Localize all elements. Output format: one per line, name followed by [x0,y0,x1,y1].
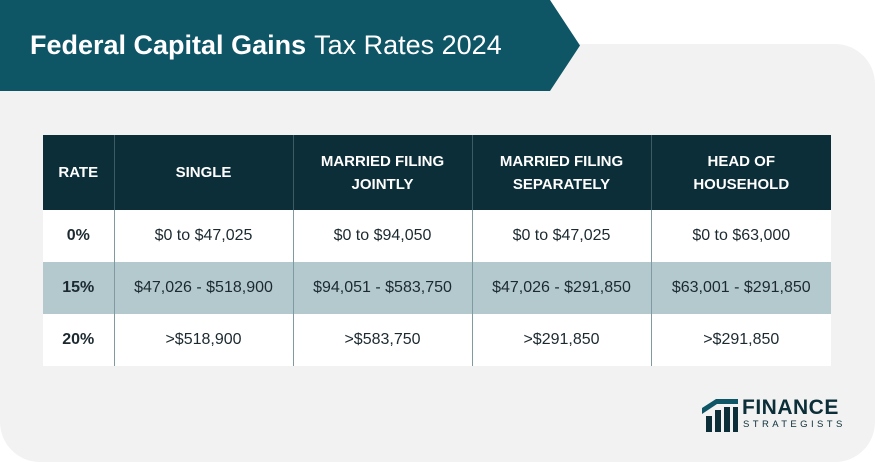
table-cell: $94,051 - $583,750 [292,262,472,314]
table-cell: $0 to $63,000 [650,210,831,262]
rate-cell: 20% [43,314,114,366]
header-head-of-household: HEAD OF HOUSEHOLD [650,135,831,210]
table-row: 15% $47,026 - $518,900 $94,051 - $583,75… [43,262,831,314]
table-row: 0% $0 to $47,025 $0 to $94,050 $0 to $47… [43,210,831,262]
table-cell: >$583,750 [292,314,472,366]
title-bold: Federal Capital Gains [30,30,307,60]
header-married-separately: MARRIED FILING SEPARATELY [471,135,651,210]
title-banner: Federal Capital Gains Tax Rates 2024 [0,0,580,91]
logo-text-finance: FINANCE [742,396,839,419]
rate-cell: 0% [43,210,114,262]
table-cell: $47,026 - $291,850 [471,262,651,314]
table-header-row: RATE SINGLE MARRIED FILING JOINTLY MARRIE… [43,135,831,210]
table-row: 20% >$518,900 >$583,750 >$291,850 >$291,… [43,314,831,366]
table-cell: >$291,850 [650,314,831,366]
header-single: SINGLE [113,135,293,210]
header-married-jointly: MARRIED FILING JOINTLY [292,135,472,210]
tax-rates-table: RATE SINGLE MARRIED FILING JOINTLY MARRIE… [43,135,831,366]
table-cell: $0 to $47,025 [113,210,293,262]
table-cell: $63,001 - $291,850 [650,262,831,314]
table-cell: $47,026 - $518,900 [113,262,293,314]
table-cell: >$518,900 [113,314,293,366]
table-cell: >$291,850 [471,314,651,366]
logo-text-strategists: STRATEGISTS [743,419,846,430]
table-cell: $0 to $47,025 [471,210,651,262]
header-rate: RATE [43,135,114,210]
table-cell: $0 to $94,050 [292,210,472,262]
rate-cell: 15% [43,262,114,314]
finance-strategists-logo: FINANCE STRATEGISTS [700,396,842,436]
bar-chart-logo-icon [702,399,738,432]
title-regular: Tax Rates 2024 [314,30,502,60]
